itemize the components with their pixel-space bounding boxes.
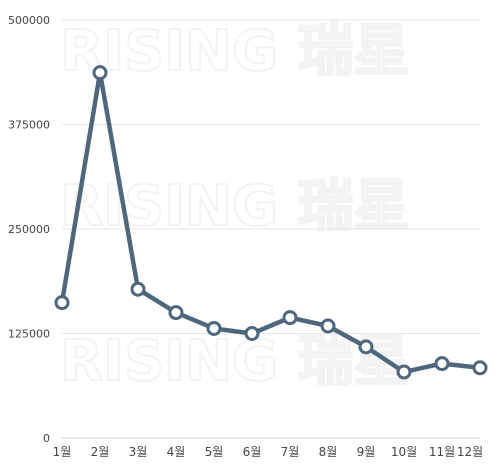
watermark-text: RISING 瑞星 [60,329,409,394]
data-point [168,305,184,321]
x-tick-label: 10월 [391,445,417,459]
x-tick-label: 12월 [457,445,483,459]
x-tick-label: 7월 [281,445,300,459]
data-point [472,360,488,376]
y-tick-label: 500000 [8,14,50,27]
gridlines [62,19,480,439]
x-tick-label: 8월 [319,445,338,459]
data-point [244,326,260,341]
x-axis: 1월 2월 3월 4월 5월 6월 7월 8월 9월 10월 11월 12월 [53,445,484,459]
data-point [434,356,450,372]
data-point [130,281,146,297]
data-point [396,364,412,380]
y-tick-label: 250000 [8,223,50,236]
data-point [92,65,108,81]
watermark-text: RISING 瑞星 [60,19,409,84]
y-tick-label: 125000 [8,328,50,341]
y-tick-label: 0 [43,432,50,445]
x-tick-label: 4월 [167,445,186,459]
data-point [206,320,222,336]
y-tick-label: 375000 [8,119,50,132]
x-tick-label: 9월 [357,445,376,459]
x-tick-label: 1월 [53,445,72,459]
x-tick-label: 5월 [205,445,224,459]
data-point [54,295,70,311]
x-tick-label: 11월 [429,445,455,459]
x-tick-label: 3월 [129,445,148,459]
data-point [358,339,374,355]
x-tick-label: 6월 [243,445,262,459]
data-point [320,318,336,334]
data-point [282,310,298,326]
x-tick-label: 2월 [91,445,110,459]
series-group [54,65,488,380]
y-axis: 0 125000 250000 375000 500000 [8,14,50,445]
